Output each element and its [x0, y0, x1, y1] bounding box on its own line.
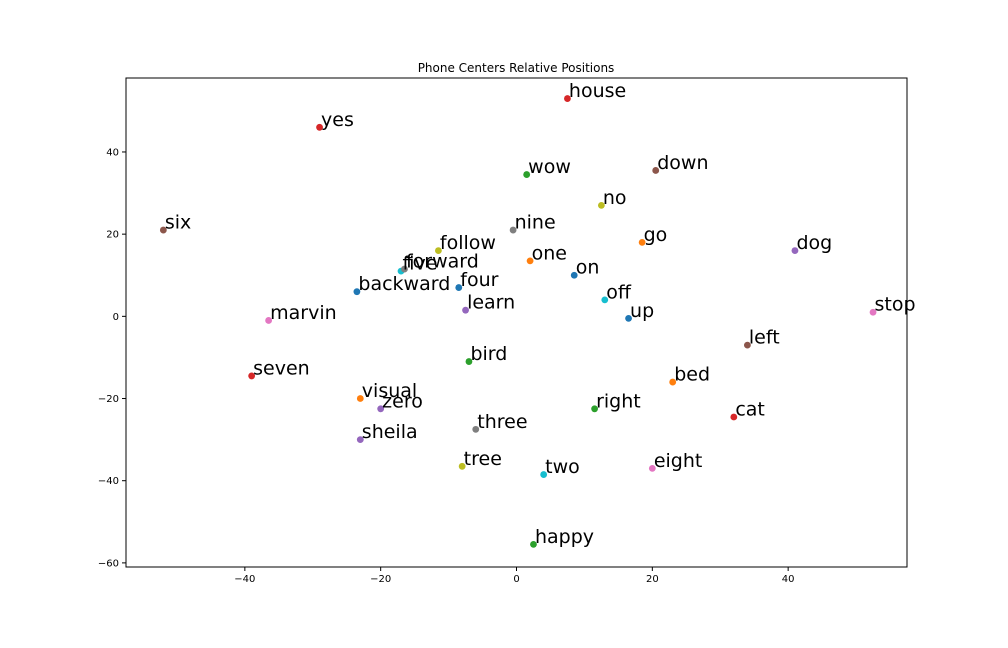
- point-label: five: [403, 253, 438, 275]
- x-tick-label: 0: [513, 574, 519, 585]
- y-tick-label: 20: [106, 230, 119, 241]
- scatter-point: [791, 247, 799, 254]
- scatter-point: [435, 247, 442, 254]
- scatter-point: [356, 436, 364, 444]
- scatter-point: [316, 123, 323, 131]
- x-tick-label: 20: [646, 574, 659, 585]
- scatter-point: [869, 308, 877, 316]
- scatter-point: [356, 395, 364, 402]
- point-label: zero: [382, 390, 423, 412]
- point-label: yes: [321, 109, 354, 131]
- point-label: wow: [528, 156, 571, 178]
- scatter-point: [570, 271, 578, 279]
- scatter-point: [265, 317, 273, 324]
- point-label: three: [477, 411, 527, 433]
- point-label: off: [606, 281, 632, 303]
- chart-title: Phone Centers Relative Positions: [418, 61, 615, 75]
- scatter-point: [669, 378, 677, 386]
- scatter-point: [597, 201, 605, 209]
- scatter-point: [462, 306, 469, 314]
- scatter-point: [540, 471, 548, 478]
- point-label: learn: [467, 292, 515, 314]
- point-label: two: [545, 456, 580, 478]
- point-label: happy: [535, 526, 594, 548]
- point-label: forward: [406, 251, 479, 273]
- point-label: four: [460, 269, 498, 291]
- scatter-point: [458, 462, 466, 470]
- scatter-point: [638, 238, 646, 246]
- scatter-point: [377, 405, 385, 413]
- point-label: marvin: [270, 302, 337, 324]
- x-tick-label: 40: [782, 574, 795, 585]
- point-label: stop: [875, 294, 916, 316]
- labels-layer: house yes wow down no six nine go dog follow one fi…: [165, 80, 916, 548]
- y-tick-label: 40: [106, 147, 119, 158]
- y-tick-label: −40: [98, 476, 119, 487]
- point-label: dog: [796, 232, 832, 254]
- scatter-point: [401, 265, 408, 273]
- x-tick-label: −20: [370, 574, 391, 585]
- point-label: no: [603, 187, 627, 209]
- plot-frame: [125, 77, 908, 568]
- scatter-point: [159, 226, 167, 234]
- scatter-point: [472, 425, 480, 433]
- point-label: up: [630, 300, 654, 322]
- y-tick-label: −20: [98, 394, 119, 405]
- point-label: cat: [735, 399, 765, 421]
- scatter-point: [730, 413, 738, 421]
- scatter-point: [248, 372, 256, 380]
- point-label: on: [576, 257, 600, 279]
- x-tick-label: −40: [234, 574, 255, 585]
- scatter-point: [591, 405, 598, 413]
- scatter-point: [509, 226, 517, 234]
- point-label: left: [749, 327, 780, 349]
- point-label: seven: [253, 357, 310, 379]
- point-label: down: [657, 152, 708, 174]
- scatter-point: [564, 95, 571, 102]
- scatter-point: [744, 341, 751, 349]
- point-label: house: [569, 80, 626, 102]
- y-tick-label: 0: [113, 312, 119, 323]
- scatter-point: [523, 171, 531, 178]
- x-axis: −40 −20 0 20 40: [234, 567, 795, 585]
- point-label: eight: [654, 450, 703, 472]
- scatter-point: [455, 284, 463, 291]
- scatter-point: [652, 167, 660, 174]
- scatter-point: [465, 358, 473, 365]
- point-label: six: [165, 212, 191, 234]
- point-label: follow: [440, 232, 496, 254]
- point-label: tree: [464, 448, 502, 470]
- scatter-point: [530, 540, 537, 548]
- point-label: bird: [470, 343, 507, 365]
- point-label: nine: [515, 212, 556, 234]
- point-label: right: [596, 390, 641, 412]
- point-label: backward: [358, 273, 450, 295]
- point-label: visual: [362, 380, 417, 402]
- point-label: bed: [674, 364, 710, 386]
- scatter-point: [625, 314, 632, 322]
- y-tick-label: −60: [98, 558, 119, 569]
- scatter-point: [353, 288, 361, 296]
- y-axis: −60 −40 −20 0 20 40: [98, 147, 126, 569]
- point-label: go: [644, 224, 668, 246]
- point-label: sheila: [362, 421, 418, 443]
- point-label: one: [532, 242, 567, 264]
- scatter-point: [648, 464, 656, 472]
- scatter-point: [601, 296, 609, 304]
- scatter-point: [526, 257, 534, 265]
- points-layer: [159, 95, 877, 548]
